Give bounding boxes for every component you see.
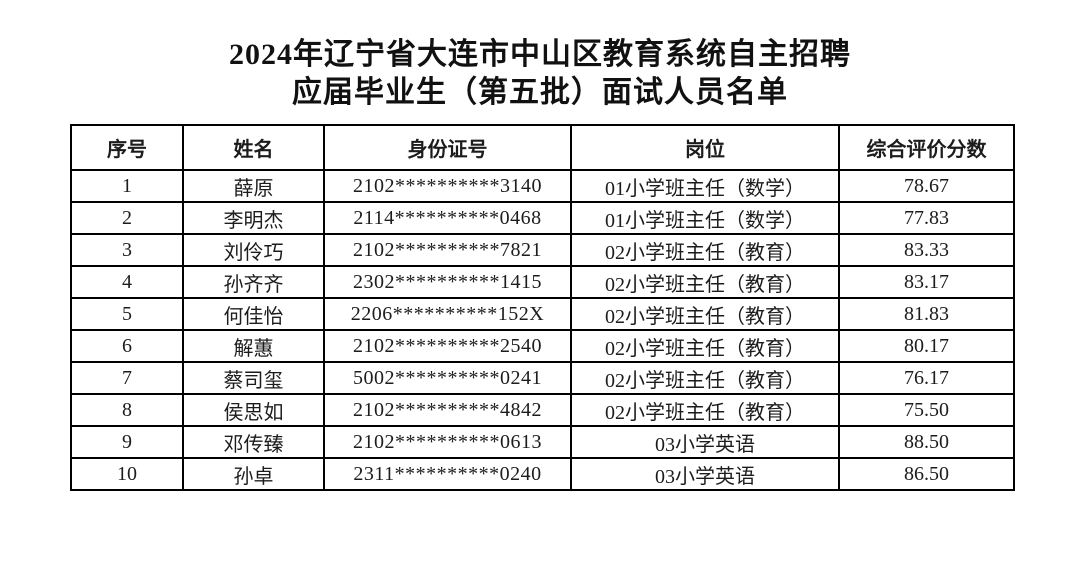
cell-no: 10 <box>70 457 184 491</box>
cell-id-number: 2114**********0468 <box>323 201 572 235</box>
cell-score: 77.83 <box>838 201 1015 235</box>
column-header-score: 综合评价分数 <box>838 124 1015 171</box>
cell-score: 88.50 <box>838 425 1015 459</box>
cell-score: 78.67 <box>838 169 1015 203</box>
cell-position: 02小学班主任（教育） <box>570 297 840 331</box>
cell-position: 02小学班主任（教育） <box>570 233 840 267</box>
table-row: 3 刘伶巧 2102**********7821 02小学班主任（教育） 83.… <box>70 233 1015 267</box>
cell-position: 01小学班主任（数学） <box>570 169 840 203</box>
table-row: 6 解蕙 2102**********2540 02小学班主任（教育） 80.1… <box>70 329 1015 363</box>
table-row: 7 蔡司玺 5002**********0241 02小学班主任（教育） 76.… <box>70 361 1015 395</box>
table-body: 1 薛原 2102**********3140 01小学班主任（数学） 78.6… <box>70 169 1015 491</box>
cell-score: 86.50 <box>838 457 1015 491</box>
table-row: 2 李明杰 2114**********0468 01小学班主任（数学） 77.… <box>70 201 1015 235</box>
cell-score: 81.83 <box>838 297 1015 331</box>
cell-id-number: 2302**********1415 <box>323 265 572 299</box>
table-row: 1 薛原 2102**********3140 01小学班主任（数学） 78.6… <box>70 169 1015 203</box>
cell-score: 75.50 <box>838 393 1015 427</box>
cell-position: 03小学英语 <box>570 425 840 459</box>
cell-no: 4 <box>70 265 184 299</box>
cell-name: 解蕙 <box>182 329 325 363</box>
cell-name: 刘伶巧 <box>182 233 325 267</box>
cell-name: 何佳怡 <box>182 297 325 331</box>
cell-position: 02小学班主任（教育） <box>570 393 840 427</box>
cell-id-number: 5002**********0241 <box>323 361 572 395</box>
cell-no: 8 <box>70 393 184 427</box>
title-line-1: 2024年辽宁省大连市中山区教育系统自主招聘 <box>229 38 851 71</box>
cell-name: 李明杰 <box>182 201 325 235</box>
table-row: 10 孙卓 2311**********0240 03小学英语 86.50 <box>70 457 1015 491</box>
cell-name: 侯思如 <box>182 393 325 427</box>
cell-no: 6 <box>70 329 184 363</box>
table-row: 4 孙齐齐 2302**********1415 02小学班主任（教育） 83.… <box>70 265 1015 299</box>
cell-score: 83.33 <box>838 233 1015 267</box>
cell-position: 02小学班主任（教育） <box>570 361 840 395</box>
cell-name: 孙卓 <box>182 457 325 491</box>
cell-no: 3 <box>70 233 184 267</box>
cell-id-number: 2102**********0613 <box>323 425 572 459</box>
cell-name: 孙齐齐 <box>182 265 325 299</box>
cell-id-number: 2102**********3140 <box>323 169 572 203</box>
cell-score: 76.17 <box>838 361 1015 395</box>
cell-no: 9 <box>70 425 184 459</box>
cell-position: 02小学班主任（教育） <box>570 265 840 299</box>
table-header-row: 序号 姓名 身份证号 岗位 综合评价分数 <box>70 124 1015 171</box>
column-header-name: 姓名 <box>182 124 325 171</box>
column-header-position: 岗位 <box>570 124 840 171</box>
cell-id-number: 2311**********0240 <box>323 457 572 491</box>
column-header-id: 身份证号 <box>323 124 572 171</box>
column-header-no: 序号 <box>70 124 184 171</box>
cell-score: 80.17 <box>838 329 1015 363</box>
cell-no: 1 <box>70 169 184 203</box>
cell-score: 83.17 <box>838 265 1015 299</box>
cell-position: 03小学英语 <box>570 457 840 491</box>
cell-position: 02小学班主任（教育） <box>570 329 840 363</box>
cell-no: 7 <box>70 361 184 395</box>
cell-name: 蔡司玺 <box>182 361 325 395</box>
table-row: 8 侯思如 2102**********4842 02小学班主任（教育） 75.… <box>70 393 1015 427</box>
interview-roster-table: 序号 姓名 身份证号 岗位 综合评价分数 1 薛原 2102**********… <box>70 124 1015 491</box>
cell-no: 5 <box>70 297 184 331</box>
cell-name: 薛原 <box>182 169 325 203</box>
table-row: 5 何佳怡 2206**********152X 02小学班主任（教育） 81.… <box>70 297 1015 331</box>
table-row: 9 邓传臻 2102**********0613 03小学英语 88.50 <box>70 425 1015 459</box>
cell-id-number: 2206**********152X <box>323 297 572 331</box>
cell-position: 01小学班主任（数学） <box>570 201 840 235</box>
cell-id-number: 2102**********2540 <box>323 329 572 363</box>
cell-id-number: 2102**********4842 <box>323 393 572 427</box>
cell-no: 2 <box>70 201 184 235</box>
cell-id-number: 2102**********7821 <box>323 233 572 267</box>
cell-name: 邓传臻 <box>182 425 325 459</box>
title-line-2: 应届毕业生（第五批）面试人员名单 <box>292 76 788 109</box>
document-title: 2024年辽宁省大连市中山区教育系统自主招聘 应届毕业生（第五批）面试人员名单 <box>0 0 1080 112</box>
